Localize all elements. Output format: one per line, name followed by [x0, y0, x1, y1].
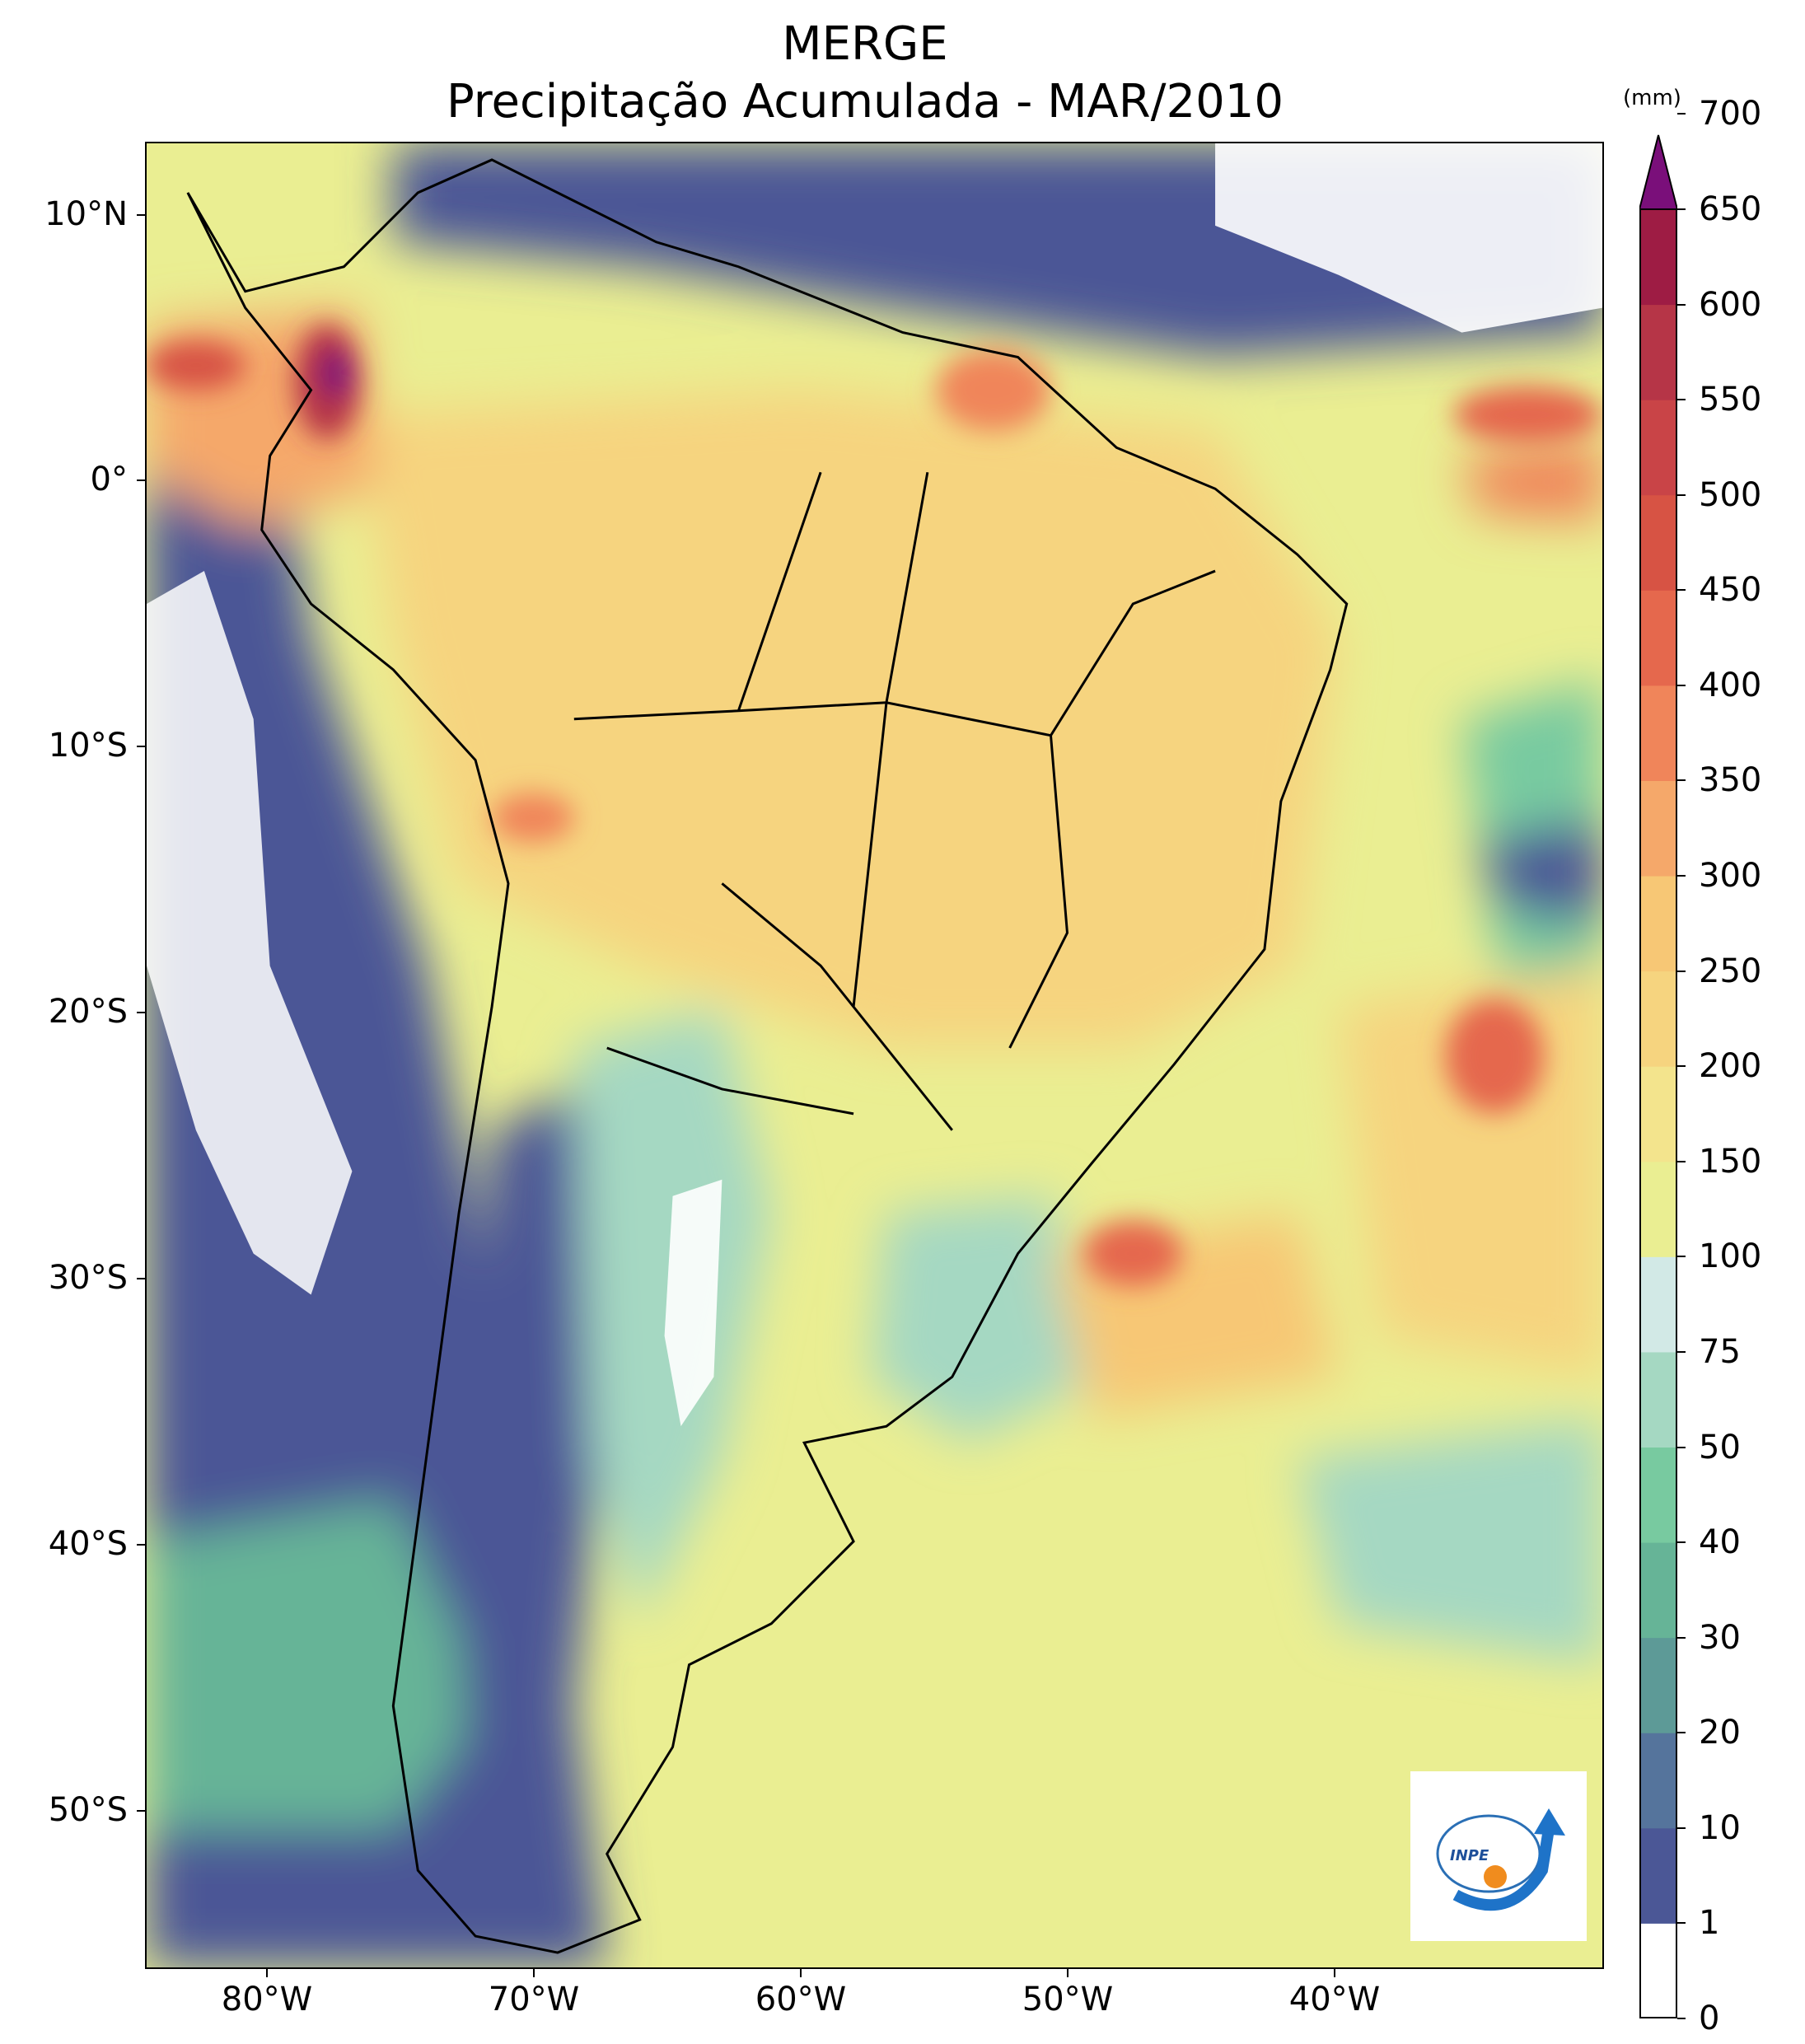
colorbar-tick [1677, 779, 1686, 782]
colorbar-unit: (mm) [1623, 86, 1681, 110]
lat-label-40s: 40°S [48, 1525, 128, 1563]
precipitation-field [147, 143, 1602, 1967]
colorbar-tick [1677, 1446, 1686, 1448]
colorbar-tick-label: 550 [1699, 381, 1762, 419]
colorbar-tick-label: 350 [1699, 761, 1762, 800]
colorbar-tick-label: 1 [1699, 1904, 1720, 1943]
colorbar-tick [1677, 970, 1686, 972]
colorbar-frame [1639, 208, 1677, 2018]
lon-tick [1067, 1969, 1069, 1977]
lon-label-50w: 50°W [1022, 1981, 1114, 2018]
lat-tick [137, 1810, 145, 1812]
colorbar-tick [1677, 1065, 1686, 1068]
colorbar-tick-label: 650 [1699, 190, 1762, 228]
colorbar-tick [1677, 2018, 1686, 2019]
colorbar-tick [1677, 875, 1686, 877]
colorbar-tick-label: 500 [1699, 475, 1762, 514]
colorbar-segment [1639, 780, 1677, 877]
colorbar-tick-label: 50 [1699, 1428, 1741, 1466]
lat-tick [137, 1012, 145, 1013]
colorbar-tick-label: 300 [1699, 857, 1762, 896]
colorbar-segment [1639, 494, 1677, 591]
lat-label-50s: 50°S [48, 1791, 128, 1829]
lon-tick [800, 1969, 802, 1977]
colorbar-tick-label: 450 [1699, 571, 1762, 610]
lat-tick [137, 1544, 145, 1546]
colorbar-tick-label: 75 [1699, 1332, 1741, 1371]
lat-label-20s: 20°S [48, 993, 128, 1031]
lat-tick [137, 746, 145, 747]
colorbar-segment [1639, 1637, 1677, 1733]
lon-label-40w: 40°W [1288, 1981, 1381, 2018]
colorbar-segment [1639, 1733, 1677, 1829]
lat-label-10n: 10°N [44, 195, 128, 233]
colorbar-tick [1677, 1636, 1686, 1639]
map-subtitle: Precipitação Acumulada - MAR/2010 [446, 75, 1284, 129]
colorbar-tick-label: 200 [1699, 1047, 1762, 1086]
colorbar-tick [1677, 399, 1686, 401]
colorbar-segment [1639, 209, 1677, 306]
map-title: MERGE [782, 17, 948, 71]
colorbar-segment [1639, 1923, 1677, 2018]
lat-label-10s: 10°S [48, 727, 128, 765]
colorbar-segment [1639, 1827, 1677, 1924]
colorbar-tick-label: 0 [1699, 2000, 1720, 2037]
colorbar-tick [1677, 1827, 1686, 1829]
colorbar-tick-label: 30 [1699, 1618, 1741, 1657]
colorbar-segment [1639, 1447, 1677, 1543]
colorbar-segment [1639, 400, 1677, 496]
colorbar-tick [1677, 493, 1686, 496]
colorbar-segment [1639, 1542, 1677, 1639]
colorbar-tick [1677, 113, 1686, 115]
colorbar-segment [1639, 1161, 1677, 1257]
lat-tick [137, 479, 145, 481]
colorbar-segment [1639, 590, 1677, 686]
colorbar-segment [1639, 304, 1677, 400]
colorbar-tick [1677, 303, 1686, 306]
colorbar-tick [1677, 1160, 1686, 1162]
lat-label-0: 0° [90, 461, 128, 498]
colorbar-tick-label: 10 [1699, 1808, 1741, 1847]
lon-tick [1334, 1969, 1335, 1977]
lon-label-70w: 70°W [488, 1981, 580, 2018]
colorbar-tick [1677, 684, 1686, 686]
lat-label-30s: 30°S [48, 1259, 128, 1297]
lat-tick [137, 1278, 145, 1279]
colorbar-segment [1639, 971, 1677, 1067]
precipitation-map [145, 142, 1604, 1969]
colorbar-segment [1639, 1066, 1677, 1162]
colorbar-tick-label: 250 [1699, 952, 1762, 990]
colorbar-tick [1677, 1350, 1686, 1353]
colorbar-tick-label: 40 [1699, 1523, 1741, 1562]
colorbar-tick-label: 700 [1699, 95, 1762, 133]
colorbar-tick-label: 600 [1699, 285, 1762, 324]
colorbar-tick [1677, 589, 1686, 592]
lon-label-60w: 60°W [755, 1981, 847, 2018]
colorbar-segment [1639, 685, 1677, 781]
colorbar-segment [1639, 876, 1677, 972]
colorbar-tick [1677, 1732, 1686, 1734]
colorbar [1639, 134, 1677, 2018]
colorbar-tick-label: 400 [1699, 666, 1762, 704]
colorbar-tick-label: 150 [1699, 1142, 1762, 1181]
lat-tick [137, 214, 145, 216]
lon-label-80w: 80°W [221, 1981, 313, 2018]
colorbar-tick [1677, 1541, 1686, 1544]
colorbar-tick [1677, 208, 1686, 210]
inpe-logo: INPE [1410, 1771, 1587, 1941]
colorbar-segment [1639, 1256, 1677, 1353]
inpe-logo-text: INPE [1450, 1847, 1489, 1864]
colorbar-extend-triangle [1639, 134, 1677, 210]
lon-tick [533, 1969, 535, 1977]
inpe-logo-icon [1436, 1808, 1565, 1911]
colorbar-tick [1677, 1922, 1686, 1925]
colorbar-segment [1639, 1351, 1677, 1448]
lon-tick [266, 1969, 268, 1977]
colorbar-tick [1677, 1256, 1686, 1258]
colorbar-tick-label: 20 [1699, 1714, 1741, 1752]
colorbar-tick-label: 100 [1699, 1237, 1762, 1276]
